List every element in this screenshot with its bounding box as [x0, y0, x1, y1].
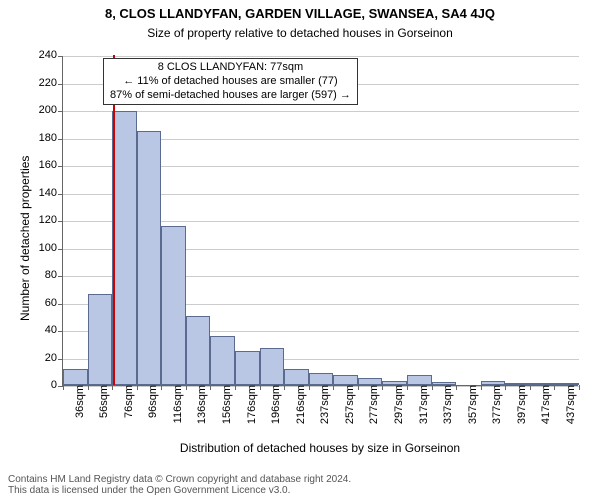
bar — [284, 369, 309, 386]
bar — [407, 375, 432, 385]
ytick-label: 20 — [45, 352, 63, 364]
chart-subtitle: Size of property relative to detached ho… — [0, 26, 600, 40]
gridline — [63, 111, 579, 112]
xtick-label: 216sqm — [293, 385, 307, 424]
gridline — [63, 56, 579, 57]
xtick-label: 196sqm — [268, 385, 282, 424]
plot-area: 02040608010012014016018020022024036sqm56… — [62, 56, 578, 386]
annotation-box: 8 CLOS LLANDYFAN: 77sqm← 11% of detached… — [103, 58, 358, 105]
xtick-label: 317sqm — [416, 385, 430, 424]
bar — [137, 131, 162, 385]
xtick-label: 377sqm — [489, 385, 503, 424]
ytick-label: 160 — [39, 159, 63, 171]
xtick-mark — [186, 385, 187, 390]
annotation-line: 87% of semi-detached houses are larger (… — [110, 89, 351, 103]
xtick-mark — [481, 385, 482, 390]
xtick-label: 297sqm — [391, 385, 405, 424]
y-axis-label: Number of detached properties — [18, 156, 32, 321]
xtick-mark — [161, 385, 162, 390]
ytick-label: 40 — [45, 324, 63, 336]
xtick-label: 417sqm — [538, 385, 552, 424]
xtick-mark — [333, 385, 334, 390]
xtick-mark — [358, 385, 359, 390]
xtick-mark — [309, 385, 310, 390]
xtick-label: 257sqm — [342, 385, 356, 424]
xtick-mark — [63, 385, 64, 390]
xtick-mark — [88, 385, 89, 390]
bar — [358, 378, 383, 385]
footer-line2: This data is licensed under the Open Gov… — [8, 485, 592, 496]
xtick-label: 56sqm — [96, 385, 110, 418]
xtick-label: 337sqm — [440, 385, 454, 424]
ytick-label: 200 — [39, 104, 63, 116]
xtick-label: 237sqm — [317, 385, 331, 424]
bar — [309, 373, 334, 385]
xtick-mark — [112, 385, 113, 390]
xtick-mark — [235, 385, 236, 390]
xtick-label: 357sqm — [465, 385, 479, 424]
xtick-mark — [505, 385, 506, 390]
xtick-mark — [456, 385, 457, 390]
xtick-label: 116sqm — [170, 385, 184, 423]
xtick-mark — [284, 385, 285, 390]
chart-title: 8, CLOS LLANDYFAN, GARDEN VILLAGE, SWANS… — [0, 6, 600, 21]
bar — [186, 316, 211, 385]
annotation-line: 8 CLOS LLANDYFAN: 77sqm — [110, 61, 351, 75]
ytick-label: 100 — [39, 242, 63, 254]
ytick-label: 0 — [51, 379, 63, 391]
footer-attribution: Contains HM Land Registry data © Crown c… — [8, 474, 592, 496]
xtick-label: 437sqm — [563, 385, 577, 424]
bar — [210, 336, 235, 386]
ytick-label: 140 — [39, 187, 63, 199]
xtick-mark — [432, 385, 433, 390]
bar — [333, 375, 358, 385]
bar — [112, 111, 137, 385]
bar — [88, 294, 113, 385]
xtick-label: 156sqm — [219, 385, 233, 424]
ytick-label: 80 — [45, 269, 63, 281]
xtick-label: 176sqm — [244, 385, 258, 424]
xtick-mark — [382, 385, 383, 390]
xtick-label: 96sqm — [145, 385, 159, 418]
bar — [235, 351, 260, 385]
xtick-mark — [530, 385, 531, 390]
ytick-label: 60 — [45, 297, 63, 309]
bar — [161, 226, 186, 386]
ytick-label: 240 — [39, 49, 63, 61]
xtick-label: 136sqm — [194, 385, 208, 424]
xtick-label: 76sqm — [121, 385, 135, 418]
annotation-line: ← 11% of detached houses are smaller (77… — [110, 75, 351, 89]
ytick-label: 180 — [39, 132, 63, 144]
bar — [63, 369, 88, 386]
xtick-mark — [260, 385, 261, 390]
xtick-mark — [554, 385, 555, 390]
ytick-label: 220 — [39, 77, 63, 89]
bar — [260, 348, 285, 385]
xtick-label: 277sqm — [366, 385, 380, 424]
x-axis-label: Distribution of detached houses by size … — [62, 441, 578, 455]
ytick-label: 120 — [39, 214, 63, 226]
xtick-mark — [137, 385, 138, 390]
xtick-mark — [210, 385, 211, 390]
footer-line1: Contains HM Land Registry data © Crown c… — [8, 474, 592, 485]
xtick-label: 397sqm — [514, 385, 528, 424]
xtick-mark — [407, 385, 408, 390]
xtick-mark — [579, 385, 580, 390]
xtick-label: 36sqm — [72, 385, 86, 418]
